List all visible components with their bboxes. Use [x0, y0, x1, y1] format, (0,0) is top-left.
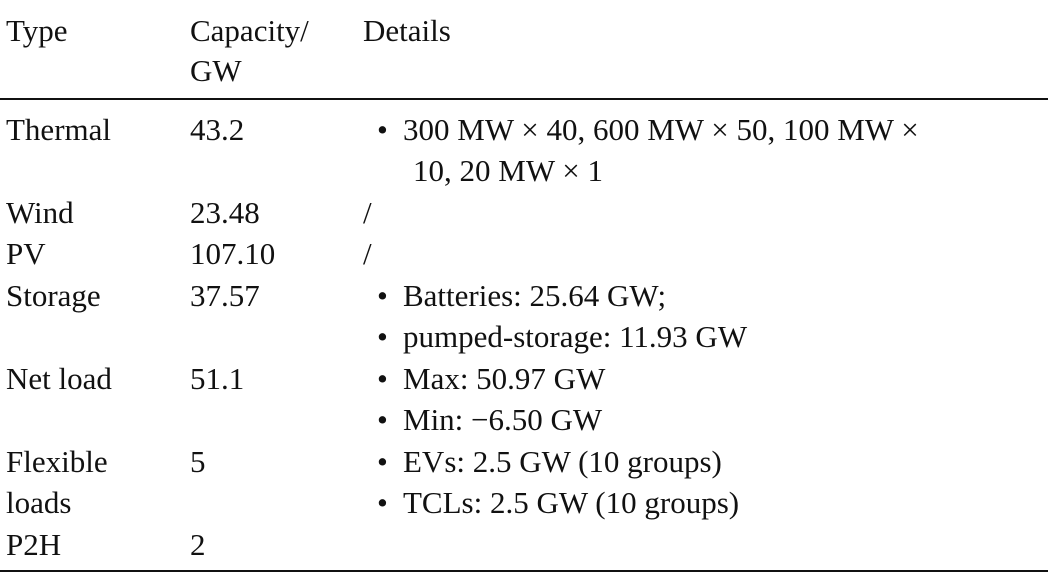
header-capacity-line2: GW	[190, 53, 242, 88]
row-wind-details: /	[363, 195, 372, 230]
row-pv-type: PV	[6, 236, 46, 271]
row-p2h-type: P2H	[6, 527, 62, 562]
row-storage-capacity: 37.57	[190, 278, 260, 313]
row-wind-capacity: 23.48	[190, 195, 260, 230]
row-flexible-bullet-1-text: EVs: 2.5 GW (10 groups)	[403, 444, 722, 479]
row-netload-bullet-2: Min: −6.50 GW	[363, 399, 602, 441]
row-storage-bullet-2: pumped-storage: 11.93 GW	[363, 316, 747, 358]
row-pv-capacity: 107.10	[190, 236, 276, 271]
row-thermal-capacity: 43.2	[190, 112, 245, 147]
header-rule	[0, 98, 1048, 100]
row-storage-bullet-1: Batteries: 25.64 GW;	[363, 275, 666, 317]
row-netload-bullet-2-text: Min: −6.50 GW	[403, 402, 603, 437]
row-flexible-bullet-2: TCLs: 2.5 GW (10 groups)	[363, 482, 739, 524]
row-netload-bullet-1-text: Max: 50.97 GW	[403, 361, 606, 396]
row-thermal-type: Thermal	[6, 112, 112, 147]
row-flexible-type-line2: loads	[6, 485, 72, 520]
row-storage-bullet-2-text: pumped-storage: 11.93 GW	[403, 319, 748, 354]
header-type: Type	[6, 13, 68, 48]
header-details: Details	[363, 13, 451, 48]
bottom-rule	[0, 570, 1048, 572]
row-netload-capacity: 51.1	[190, 361, 245, 396]
row-storage-type: Storage	[6, 278, 101, 313]
row-pv-details: /	[363, 236, 372, 271]
row-flexible-bullet-2-text: TCLs: 2.5 GW (10 groups)	[403, 485, 740, 520]
row-wind-type: Wind	[6, 195, 74, 230]
header-capacity-line1: Capacity/	[190, 13, 309, 48]
row-netload-bullet-1: Max: 50.97 GW	[363, 358, 605, 400]
row-thermal-details-line1: 300 MW × 40, 600 MW × 50, 100 MW ×	[363, 109, 919, 151]
row-thermal-details-line2: 10, 20 MW × 1	[413, 153, 603, 188]
row-netload-type: Net load	[6, 361, 112, 396]
row-p2h-capacity: 2	[190, 527, 206, 562]
row-flexible-capacity: 5	[190, 444, 206, 479]
row-flexible-type-line1: Flexible	[6, 444, 108, 479]
row-storage-bullet-1-text: Batteries: 25.64 GW;	[403, 278, 667, 313]
row-flexible-bullet-1: EVs: 2.5 GW (10 groups)	[363, 441, 722, 483]
row-thermal-details-text1: 300 MW × 40, 600 MW × 50, 100 MW ×	[403, 112, 919, 147]
